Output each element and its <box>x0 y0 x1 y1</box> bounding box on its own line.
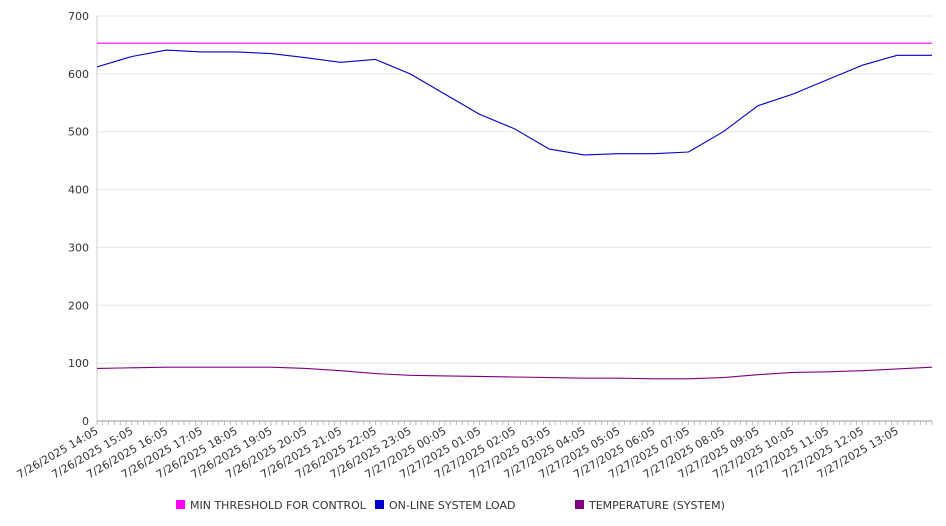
legend-swatch <box>375 500 384 509</box>
y-tick-labels: 0 100 200 300 400 500 600 700 <box>68 10 89 428</box>
y-tick-label: 400 <box>68 184 89 197</box>
y-tick-label: 0 <box>82 415 89 428</box>
y-tick-label: 200 <box>68 299 89 312</box>
y-tick-label: 600 <box>68 68 89 81</box>
legend: MIN THRESHOLD FOR CONTROL ON-LINE SYSTEM … <box>176 499 725 512</box>
grid-lines <box>97 15 932 364</box>
series-line-1 <box>96 49 932 156</box>
x-tick-labels: 7/26/2025 14:057/26/2025 15:057/26/2025 … <box>15 424 901 481</box>
legend-label: MIN THRESHOLD FOR CONTROL <box>190 499 367 512</box>
legend-label: TEMPERATURE (SYSTEM) <box>588 499 725 512</box>
series-lines <box>96 42 933 380</box>
axes <box>96 16 933 425</box>
series-line-2 <box>96 366 933 380</box>
y-tick-label: 100 <box>68 357 89 370</box>
y-tick-label: 700 <box>68 10 89 23</box>
y-tick-label: 500 <box>68 126 89 139</box>
legend-swatch <box>176 500 185 509</box>
legend-swatch <box>575 500 584 509</box>
legend-label: ON-LINE SYSTEM LOAD <box>389 499 515 512</box>
y-tick-label: 300 <box>68 241 89 254</box>
